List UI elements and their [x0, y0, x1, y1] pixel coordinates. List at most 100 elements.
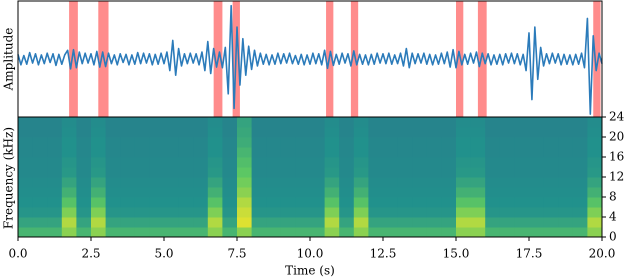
heatmap-cell — [222, 217, 238, 228]
heatmap-cell — [558, 207, 574, 218]
heatmap-cell — [237, 187, 253, 198]
heatmap-cell — [18, 217, 34, 228]
heatmap-cell — [310, 137, 326, 148]
heatmap-cell — [383, 157, 399, 168]
heatmap-cell — [412, 177, 428, 188]
heatmap-cell — [514, 227, 530, 238]
heatmap-cell — [383, 197, 399, 208]
heatmap-cell — [383, 217, 399, 228]
heatmap-cell — [324, 117, 340, 128]
heatmap-cell — [514, 167, 530, 178]
heatmap-cell — [310, 117, 326, 128]
heatmap-cell — [149, 167, 165, 178]
heatmap-cell — [441, 127, 457, 138]
heatmap-cell — [47, 127, 63, 138]
y-tick-label: 0 — [609, 230, 617, 244]
heatmap-cell — [120, 137, 136, 148]
heatmap-cell — [543, 217, 559, 228]
spectrogram-panel — [17, 116, 603, 238]
heatmap-cell — [47, 197, 63, 208]
heatmap-cell — [426, 147, 442, 158]
heatmap-cell — [61, 117, 77, 128]
heatmap-cell — [514, 217, 530, 228]
heatmap-cell — [310, 207, 326, 218]
heatmap-cell — [47, 147, 63, 158]
heatmap-cell — [178, 137, 194, 148]
heatmap-cell — [134, 167, 150, 178]
heatmap-cell — [514, 157, 530, 168]
heatmap-cell — [295, 197, 311, 208]
heatmap-cell — [572, 167, 588, 178]
heatmap-cell — [193, 137, 209, 148]
highlight-span — [69, 1, 78, 117]
heatmap-cell — [237, 127, 253, 138]
heatmap-cell — [543, 207, 559, 218]
heatmap-cell — [149, 147, 165, 158]
heatmap-cell — [222, 167, 238, 178]
heatmap-cell — [426, 137, 442, 148]
heatmap-cell — [324, 177, 340, 188]
heatmap-cell — [368, 227, 384, 238]
heatmap-cell — [280, 227, 296, 238]
heatmap-cell — [412, 127, 428, 138]
heatmap-cell — [207, 147, 223, 158]
heatmap-cell — [237, 217, 253, 228]
heatmap-cell — [353, 157, 369, 168]
heatmap-cell — [426, 197, 442, 208]
heatmap-cell — [339, 177, 355, 188]
heatmap-cell — [266, 197, 282, 208]
heatmap-cell — [441, 147, 457, 158]
heatmap-cell — [324, 187, 340, 198]
heatmap-cell — [149, 137, 165, 148]
heatmap-cell — [91, 117, 107, 128]
heatmap-cell — [558, 187, 574, 198]
heatmap-cell — [251, 117, 267, 128]
heatmap-cell — [134, 147, 150, 158]
heatmap-cell — [149, 177, 165, 188]
heatmap-cell — [76, 227, 92, 238]
heatmap-cell — [470, 177, 486, 188]
heatmap-cell — [529, 167, 545, 178]
heatmap-cell — [251, 227, 267, 238]
heatmap-cell — [310, 217, 326, 228]
heatmap-cell — [324, 147, 340, 158]
heatmap-cell — [383, 117, 399, 128]
heatmap-cell — [120, 177, 136, 188]
heatmap-cell — [499, 187, 515, 198]
heatmap-cell — [207, 117, 223, 128]
heatmap-cell — [558, 117, 574, 128]
heatmap-cell — [134, 217, 150, 228]
heatmap-cell — [222, 117, 238, 128]
heatmap-cell — [397, 157, 413, 168]
heatmap-cell — [485, 207, 501, 218]
heatmap-cell — [32, 187, 48, 198]
heatmap-cell — [18, 207, 34, 218]
heatmap-cell — [91, 217, 107, 228]
heatmap-cell — [193, 167, 209, 178]
heatmap-cell — [18, 127, 34, 138]
heatmap-cell — [237, 157, 253, 168]
heatmap-cell — [324, 197, 340, 208]
heatmap-cell — [470, 127, 486, 138]
heatmap-cell — [368, 157, 384, 168]
heatmap-cell — [543, 157, 559, 168]
heatmap-cell — [280, 197, 296, 208]
heatmap-cell — [91, 227, 107, 238]
heatmap-cell — [178, 147, 194, 158]
heatmap-cell — [76, 167, 92, 178]
heatmap-cell — [76, 117, 92, 128]
heatmap-cell — [587, 217, 603, 228]
heatmap-cell — [456, 227, 472, 238]
heatmap-cell — [456, 137, 472, 148]
heatmap-cell — [397, 217, 413, 228]
heatmap-cell — [178, 227, 194, 238]
heatmap-cell — [280, 127, 296, 138]
heatmap-cell — [251, 137, 267, 148]
heatmap-cell — [426, 157, 442, 168]
heatmap-cell — [237, 177, 253, 188]
heatmap-cell — [134, 177, 150, 188]
heatmap-cell — [266, 227, 282, 238]
heatmap-cell — [76, 217, 92, 228]
heatmap-cell — [543, 187, 559, 198]
